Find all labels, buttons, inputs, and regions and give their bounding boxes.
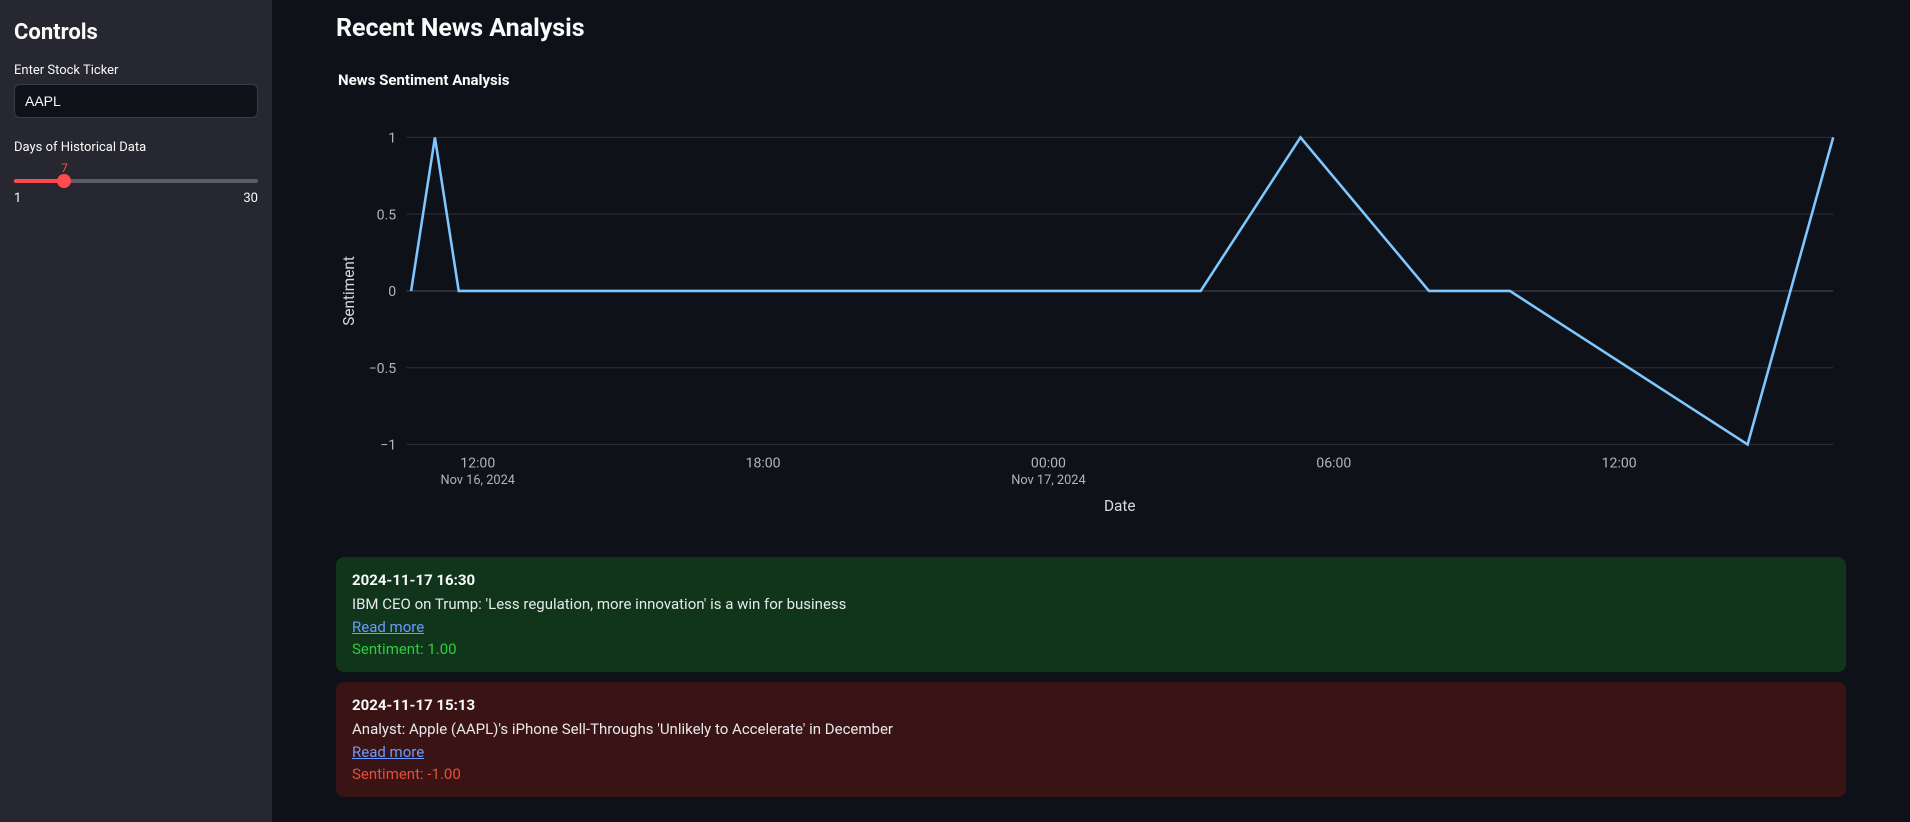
svg-text:−1: −1 (380, 438, 396, 454)
news-datetime: 2024-11-17 15:13 (352, 696, 1830, 714)
ticker-control: Enter Stock Ticker (14, 63, 258, 118)
svg-text:1: 1 (388, 131, 396, 147)
slider-track (14, 179, 258, 183)
svg-text:12:00: 12:00 (460, 456, 495, 472)
days-label: Days of Historical Data (14, 140, 258, 155)
app-root: Controls Enter Stock Ticker Days of Hist… (0, 0, 1910, 822)
svg-text:−0.5: −0.5 (369, 361, 397, 377)
slider-min: 1 (14, 191, 21, 206)
chart-svg: 10.50−0.5−112:00Nov 16, 202418:0000:00No… (336, 99, 1846, 521)
news-card: 2024-11-17 16:30 IBM CEO on Trump: 'Less … (336, 557, 1846, 672)
sentiment-value: Sentiment: 1.00 (352, 640, 1830, 658)
news-list: 2024-11-17 16:30 IBM CEO on Trump: 'Less … (336, 557, 1846, 797)
ticker-label: Enter Stock Ticker (14, 63, 258, 78)
svg-text:18:00: 18:00 (746, 456, 781, 472)
news-datetime: 2024-11-17 16:30 (352, 571, 1830, 589)
sentiment-chart: News Sentiment Analysis 1 0.5 0 −0.5 −1 12:00… (336, 71, 1846, 521)
sidebar-heading: Controls (14, 20, 258, 45)
sentiment-value: Sentiment: -1.00 (352, 765, 1830, 783)
news-card: 2024-11-17 15:13 Analyst: Apple (AAPL)'s … (336, 682, 1846, 797)
svg-text:0.5: 0.5 (377, 207, 397, 223)
svg-text:Sentiment: Sentiment (340, 256, 358, 326)
ticker-input[interactable] (14, 84, 258, 118)
svg-text:06:00: 06:00 (1316, 456, 1351, 472)
slider-value-bubble: 7 (61, 161, 68, 175)
slider-minmax: 1 30 (14, 191, 258, 206)
read-more-link[interactable]: Read more (352, 743, 424, 761)
svg-text:12:00: 12:00 (1602, 456, 1637, 472)
slider-thumb[interactable] (57, 174, 71, 188)
svg-text:00:00: 00:00 (1031, 456, 1066, 472)
news-title: IBM CEO on Trump: 'Less regulation, more… (352, 595, 1830, 613)
days-control: Days of Historical Data 7 1 30 (14, 140, 258, 206)
read-more-link[interactable]: Read more (352, 618, 424, 636)
news-title: Analyst: Apple (AAPL)'s iPhone Sell-Thro… (352, 720, 1830, 738)
chart-title: News Sentiment Analysis (338, 71, 1846, 89)
slider-max: 30 (243, 191, 258, 206)
days-slider[interactable]: 7 (14, 161, 258, 183)
svg-text:Nov 17, 2024: Nov 17, 2024 (1011, 473, 1085, 488)
main-content[interactable]: Recent News Analysis News Sentiment Anal… (272, 0, 1910, 822)
page-title: Recent News Analysis (336, 14, 1846, 43)
sidebar: Controls Enter Stock Ticker Days of Hist… (0, 0, 272, 822)
svg-text:0: 0 (388, 284, 396, 300)
svg-text:Nov 16, 2024: Nov 16, 2024 (440, 473, 514, 488)
svg-text:Date: Date (1104, 497, 1136, 515)
